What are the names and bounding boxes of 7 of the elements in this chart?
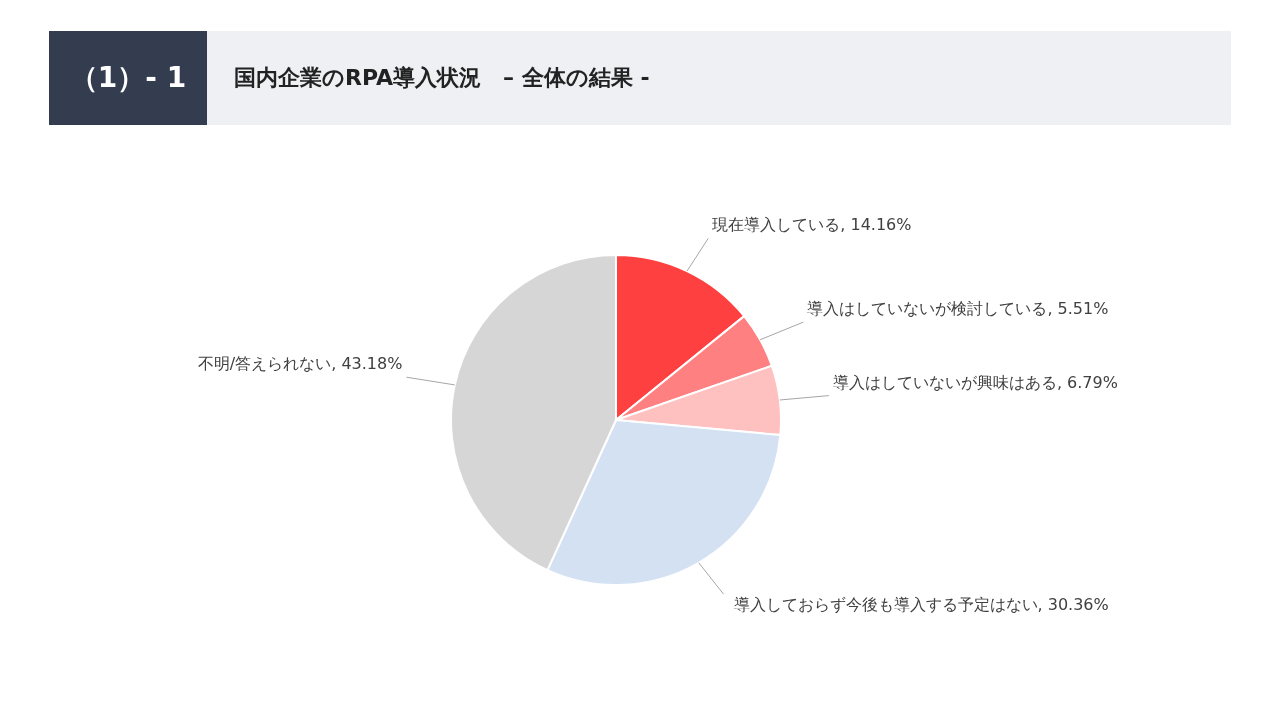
slice-label: 不明/答えられない, 43.18%	[197, 354, 403, 374]
chart-title: 国内企業のRPA導入状況 – 全体の結果 -	[234, 64, 650, 92]
text: （1）- 1	[49, 31, 207, 125]
slice-label: 導入しておらず今後も導入する予定はない, 30.36%	[733, 595, 1109, 615]
slice-label: 導入はしていないが検討している, 5.51%	[807, 299, 1109, 319]
slice-label: 導入はしていないが興味はある, 6.79%	[832, 372, 1118, 392]
slice-label: 現在導入している, 14.16%	[712, 215, 912, 235]
